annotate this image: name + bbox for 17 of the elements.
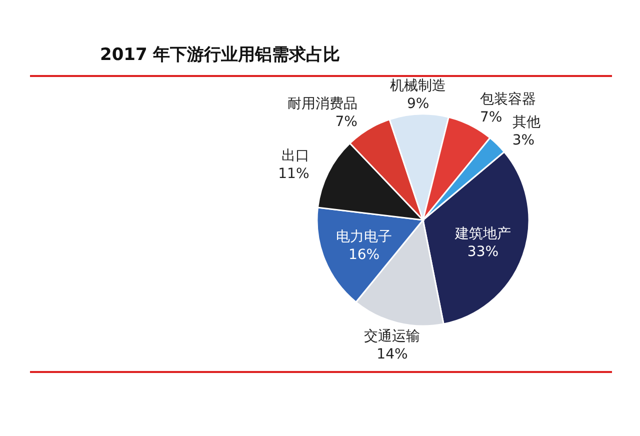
slice-label: 建筑地产 (454, 226, 511, 242)
slice-label: 机械制造 (390, 78, 446, 94)
data-label: 33% (467, 244, 499, 260)
slice-label: 交通运输 (364, 328, 420, 344)
slice-label: 包装容器 (480, 91, 536, 108)
data-label: 14% (376, 346, 408, 362)
chart-title: 2017 年下游行业用铝需求占比 (100, 45, 340, 65)
data-label: 3% (512, 132, 535, 148)
slice-label: 出口 (281, 148, 310, 164)
data-label: 11% (278, 166, 310, 182)
data-label: 7% (480, 109, 502, 126)
slice-label: 电力电子 (336, 228, 392, 245)
data-label: 16% (348, 246, 380, 263)
slice-label: 耐用消费品 (287, 96, 358, 112)
data-label: 7% (335, 114, 358, 130)
data-label: 9% (407, 96, 430, 112)
slice-label: 其他 (512, 114, 540, 130)
